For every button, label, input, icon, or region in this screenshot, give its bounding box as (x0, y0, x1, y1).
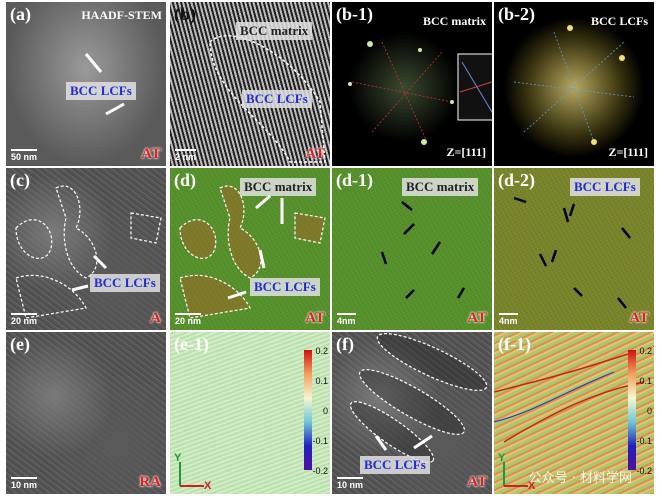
axis-label: Y (174, 452, 182, 464)
panel-c: (c) BCC LCFs 20 nm A (6, 168, 166, 330)
region-label: BCC LCFs (66, 82, 136, 100)
zone-axis: Z=[111] (608, 145, 648, 159)
scale-bar: 10 nm (11, 477, 38, 490)
region-label: BCC LCFs (242, 90, 312, 108)
region-label: BCC LCFs (250, 278, 320, 296)
panel-label: (e) (10, 334, 30, 354)
outlines (349, 333, 488, 463)
colorbar-tick: 0.2 (315, 346, 328, 356)
panel-f: (f) BCC LCFs 10 nm AT (332, 332, 492, 494)
condition-label: A (150, 310, 161, 326)
arrows (380, 201, 466, 299)
axis-arrows (179, 462, 204, 487)
panel-b2: (b-2) BCC LCFs Z=[111] (494, 2, 654, 166)
strain-lines (494, 351, 645, 443)
colorbar-tick: -0.1 (636, 436, 652, 446)
panel-label: (d) (174, 170, 196, 190)
panel-label: (a) (10, 4, 31, 24)
fft-pattern (348, 41, 492, 145)
matrix-label: BCC matrix (236, 22, 313, 40)
panel-label: (f) (336, 334, 354, 354)
colorbar-tick: -0.2 (312, 466, 328, 476)
scale-bar: 20 nm (11, 313, 38, 326)
matrix-label: BCC matrix (240, 178, 317, 196)
colorbar (304, 350, 312, 470)
panel-label: (b-2) (498, 4, 535, 24)
colorbar-tick: 0.1 (639, 376, 652, 386)
region-label: BCC LCFs (90, 274, 160, 292)
condition-label: RA (139, 474, 161, 490)
panel-title: HAADF-STEM (81, 8, 162, 22)
fft-pattern (513, 25, 635, 145)
colorbar-tick: 0 (646, 406, 652, 416)
condition-label: AT (305, 310, 325, 326)
panel-title: BCC LCFs (590, 14, 648, 28)
scale-bar: 4nm (337, 313, 356, 326)
panel-title: BCC matrix (423, 14, 486, 28)
colorbar-tick: -0.2 (636, 466, 652, 476)
matrix-label: BCC matrix (402, 178, 479, 196)
colorbar-tick: 0.2 (639, 346, 652, 356)
zone-axis: Z=[111] (446, 145, 486, 159)
panel-label: (e-1) (174, 334, 209, 354)
arrows (84, 53, 125, 116)
panel-label: (c) (10, 170, 30, 190)
axis-label: Y (498, 452, 506, 464)
outlines (179, 185, 326, 319)
condition-label: AT (467, 310, 487, 326)
scale-bar: 2 nm (175, 149, 197, 162)
colorbar (628, 350, 636, 470)
scale-bar: 50 nm (11, 149, 38, 162)
condition-label: AT (629, 310, 649, 326)
panel-f1: (f-1) 0.2 0.1 0 -0.1 -0.2 Y X 公众号 · 材料学网 (494, 332, 654, 494)
panel-e1: (e-1) 0.2 0.1 0 -0.1 -0.2 Y X (170, 332, 330, 494)
colorbar-tick: 0.1 (315, 376, 328, 386)
panel-label: (b) (174, 4, 196, 24)
condition-label: AT (467, 474, 487, 490)
watermark: 公众号 · 材料学网 (528, 471, 632, 486)
arrows (513, 196, 631, 309)
panel-d1: (d-1) BCC matrix 4nm AT (332, 168, 492, 330)
panel-d2: (d-2) BCC LCFs 4nm AT (494, 168, 654, 330)
panel-label: (d-2) (498, 170, 535, 190)
panel-e: (e) 10 nm RA (6, 332, 166, 494)
panel-b: (b) BCC matrix BCC LCFs 2 nm AT (170, 2, 330, 166)
axis-arrows (503, 462, 528, 487)
colorbar-tick: -0.1 (312, 436, 328, 446)
condition-label: AT (141, 146, 161, 162)
panel-b1: (b-1) BCC matrix Z=[111] (332, 2, 492, 166)
scale-bar: 4nm (499, 313, 518, 326)
axis-label: X (528, 480, 536, 492)
panel-a: (a) HAADF-STEM BCC LCFs 50 nm AT (6, 2, 166, 166)
condition-label: AT (305, 146, 325, 162)
colorbar-tick: 0 (322, 406, 328, 416)
scale-bar: 10 nm (337, 477, 364, 490)
panel-label: (d-1) (336, 170, 373, 190)
panel-label: (b-1) (336, 4, 373, 24)
panel-label: (f-1) (498, 334, 531, 354)
panel-d: (d) BCC matrix BCC LCFs 20 nm AT (170, 168, 330, 330)
axis-label: X (204, 480, 212, 492)
outlines (15, 185, 162, 319)
region-label: BCC LCFs (360, 456, 430, 474)
scale-bar: 20 nm (175, 313, 202, 326)
region-label: BCC LCFs (570, 178, 640, 196)
